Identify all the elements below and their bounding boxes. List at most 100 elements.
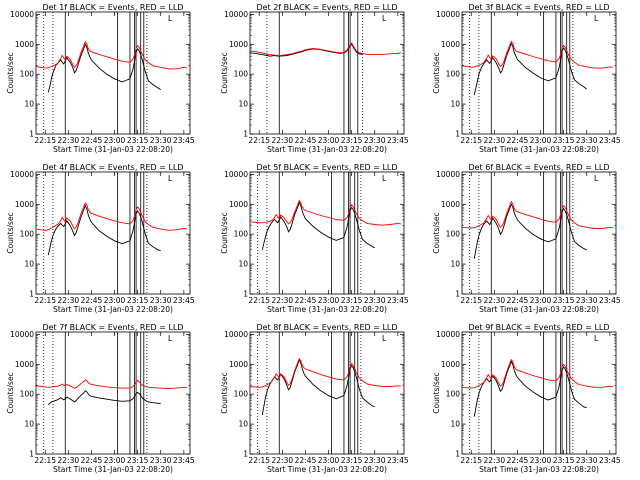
y-tick-label: 100 <box>446 70 461 79</box>
series-line-events <box>261 201 375 250</box>
annotation-label: L <box>594 334 599 343</box>
y-tick-label: 100 <box>234 70 249 79</box>
plot-frame <box>461 331 617 455</box>
y-axis-label: Counts/sec <box>432 212 441 253</box>
x-tick-label: 23:00 <box>530 456 552 465</box>
plot-frame <box>461 171 617 295</box>
y-tick-label: 100 <box>234 390 249 399</box>
y-tick-label: 1000 <box>229 40 248 49</box>
x-tick-label: 23:45 <box>599 136 621 145</box>
annotation-label: L <box>382 14 387 23</box>
x-tick-label: 23:15 <box>553 296 575 305</box>
x-axis-label: Start Time (31-Jan-03 22:08:20) <box>267 305 387 314</box>
x-tick-label: 22:45 <box>81 456 103 465</box>
x-tick-label: 22:30 <box>58 136 80 145</box>
y-tick-label: 1 <box>455 450 460 459</box>
y-tick-label: 10000 <box>224 10 248 19</box>
x-tick-label: 23:00 <box>530 136 552 145</box>
x-tick-label: 22:45 <box>295 296 317 305</box>
x-tick-label: 23:15 <box>341 136 363 145</box>
y-tick-label: 10 <box>450 420 460 429</box>
plot-area <box>462 332 613 454</box>
panel-title: Det 1f BLACK = Events, RED = LLD <box>42 3 183 12</box>
plot-frame <box>35 331 191 455</box>
y-tick-label: 10 <box>24 420 34 429</box>
y-tick-label: 10000 <box>224 170 248 179</box>
plot-area <box>250 12 401 134</box>
annotation-label: L <box>168 14 173 23</box>
x-tick-label: 22:30 <box>484 296 506 305</box>
y-tick-label: 10 <box>24 100 34 109</box>
x-tick-label: 22:30 <box>272 136 294 145</box>
x-tick-label: 23:00 <box>318 296 340 305</box>
x-tick-label: 23:30 <box>576 296 598 305</box>
y-tick-label: 1000 <box>441 40 460 49</box>
x-tick-label: 23:30 <box>576 456 598 465</box>
y-tick-label: 10000 <box>10 10 34 19</box>
y-tick-label: 100 <box>20 390 35 399</box>
x-tick-label: 22:45 <box>295 136 317 145</box>
y-tick-label: 1 <box>455 290 460 299</box>
x-tick-label: 23:15 <box>553 456 575 465</box>
y-tick-label: 1 <box>29 450 34 459</box>
x-tick-label: 23:00 <box>318 456 340 465</box>
x-axis-label: Start Time (31-Jan-03 22:08:20) <box>53 145 173 154</box>
y-tick-label: 10 <box>24 260 34 269</box>
y-tick-label: 10000 <box>436 170 460 179</box>
y-axis-label: Counts/sec <box>6 52 15 93</box>
y-tick-label: 1 <box>243 130 248 139</box>
x-tick-label: 23:00 <box>530 296 552 305</box>
plot-frame <box>249 171 405 295</box>
y-tick-label: 1000 <box>15 360 34 369</box>
y-tick-label: 1000 <box>15 200 34 209</box>
panel-title: Det 6f BLACK = Events, RED = LLD <box>468 163 609 172</box>
plot-area <box>250 172 401 294</box>
plot-frame <box>35 11 191 135</box>
annotation-label: L <box>594 174 599 183</box>
plot-area <box>462 12 613 134</box>
y-tick-label: 100 <box>20 230 35 239</box>
x-axis-label: Start Time (31-Jan-03 22:08:20) <box>53 305 173 314</box>
series-line-events <box>48 390 161 405</box>
series-line-events <box>473 42 587 96</box>
x-axis-label: Start Time (31-Jan-03 22:08:20) <box>479 305 599 314</box>
x-axis-label: Start Time (31-Jan-03 22:08:20) <box>479 465 599 474</box>
y-axis-label: Counts/sec <box>220 212 229 253</box>
x-tick-label: 23:15 <box>553 136 575 145</box>
annotation-label: L <box>168 174 173 183</box>
annotation-label: L <box>382 334 387 343</box>
x-axis-label: Start Time (31-Jan-03 22:08:20) <box>53 465 173 474</box>
annotation-label: L <box>594 14 599 23</box>
y-tick-label: 10000 <box>10 330 34 339</box>
panel-det-9f: L Det 9f BLACK = Events, RED = LLD 1 10 100 1… <box>432 323 621 474</box>
series-line-events <box>473 203 587 259</box>
x-tick-label: 22:30 <box>58 456 80 465</box>
x-axis-label: Start Time (31-Jan-03 22:08:20) <box>267 465 387 474</box>
x-tick-label: 22:15 <box>460 456 482 465</box>
plot-area <box>250 332 401 454</box>
x-tick-label: 23:30 <box>576 136 598 145</box>
series-line-lld <box>462 200 613 229</box>
x-tick-label: 23:30 <box>364 456 386 465</box>
annotation-label: L <box>168 334 173 343</box>
y-tick-label: 10000 <box>436 330 460 339</box>
x-tick-label: 23:45 <box>173 296 195 305</box>
x-tick-label: 22:15 <box>34 136 56 145</box>
panel-det-1f: L Det 1f BLACK = Events, RED = LLD 1 10 100 1… <box>6 3 195 154</box>
y-tick-label: 10 <box>450 100 460 109</box>
plot-frame <box>35 171 191 295</box>
x-tick-label: 22:30 <box>484 136 506 145</box>
series-line-lld <box>36 40 188 70</box>
y-tick-label: 10000 <box>10 170 34 179</box>
panel-det-4f: L Det 4f BLACK = Events, RED = LLD 1 10 100 1… <box>6 163 195 314</box>
y-tick-label: 1000 <box>441 200 460 209</box>
x-tick-label: 23:45 <box>387 136 409 145</box>
y-tick-label: 10000 <box>224 330 248 339</box>
x-tick-label: 23:00 <box>104 296 126 305</box>
series-line-lld <box>36 202 187 231</box>
x-tick-label: 23:00 <box>104 136 126 145</box>
y-axis-label: Counts/sec <box>220 372 229 413</box>
panel-det-7f: L Det 7f BLACK = Events, RED = LLD 1 10 100 1… <box>6 323 195 474</box>
y-tick-label: 1000 <box>229 360 248 369</box>
x-tick-label: 22:45 <box>81 296 103 305</box>
